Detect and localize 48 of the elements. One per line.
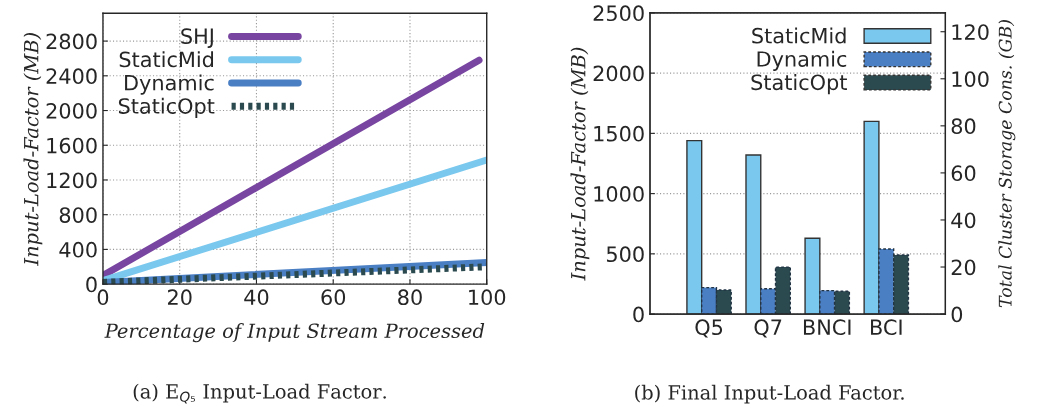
x-tick-label: 0: [97, 289, 109, 306]
x-tick-label: 60: [321, 289, 346, 306]
legend-label: Dynamic: [125, 74, 214, 95]
y2-tick-label: 0: [951, 306, 963, 323]
y-tick-label: 1600: [47, 137, 97, 154]
y-tick-label: 1500: [594, 125, 644, 142]
legend-label: StaticMid: [119, 51, 214, 68]
y-axis-title: Input-Load-Factor (MB): [23, 33, 43, 266]
y-tick-label: 0: [633, 306, 644, 323]
y-tick-label: 2400: [46, 68, 97, 85]
x-tick-label: Q5: [695, 319, 723, 338]
bar: [686, 139, 703, 315]
y-tick-label: 2800: [46, 33, 97, 50]
y-axis-title: Input-Load-Factor (MB): [570, 47, 590, 281]
y2-axis-title: Total Cluster Storage Cons. (GB): [998, 20, 1016, 308]
y-tick-label: 2500: [593, 5, 644, 22]
y-tick-label: 400: [59, 241, 97, 258]
text: (a) E$_{Q₅}$ Input-Load Factor.: [133, 383, 386, 404]
bar: [804, 237, 821, 315]
y2-tick-label: 20: [951, 259, 976, 276]
x-axis-title: Percentage of Input Stream Processed: [104, 323, 485, 343]
text: (b) Final Input-Load Factor.: [635, 384, 904, 404]
y2-tick-label: 120: [952, 24, 989, 40]
x-tick-label: 80: [398, 289, 422, 306]
y-tick-label: 800: [59, 207, 97, 223]
x-tick-label: Q7: [754, 319, 782, 338]
x-tick-label: 20: [167, 289, 192, 306]
y-tick-label: 0: [86, 276, 97, 293]
legend-label: SHJ: [181, 28, 213, 48]
legend-label: StaticOpt: [751, 74, 847, 95]
x-tick-label: BNCI: [803, 319, 851, 336]
bar: [745, 154, 762, 315]
y-tick-label: 2000: [46, 102, 97, 119]
legend-label: Dynamic: [757, 50, 847, 71]
y2-tick-label: 100: [952, 71, 989, 87]
y2-tick-label: 80: [951, 118, 976, 135]
y-tick-label: 1200: [47, 172, 97, 189]
x-tick-label: 40: [244, 289, 269, 306]
y2-tick-label: 40: [951, 212, 976, 229]
bar: [863, 120, 880, 315]
y2-tick-label: 60: [951, 165, 976, 182]
x-tick-label: BCI: [871, 319, 902, 336]
legend-label: StaticOpt: [118, 97, 215, 118]
x-tick-label: 100: [469, 289, 506, 306]
y-tick-label: 1000: [594, 186, 644, 202]
legend-label: StaticMid: [752, 27, 846, 44]
y-tick-label: 2000: [593, 65, 644, 82]
y-tick-label: 500: [606, 246, 644, 263]
